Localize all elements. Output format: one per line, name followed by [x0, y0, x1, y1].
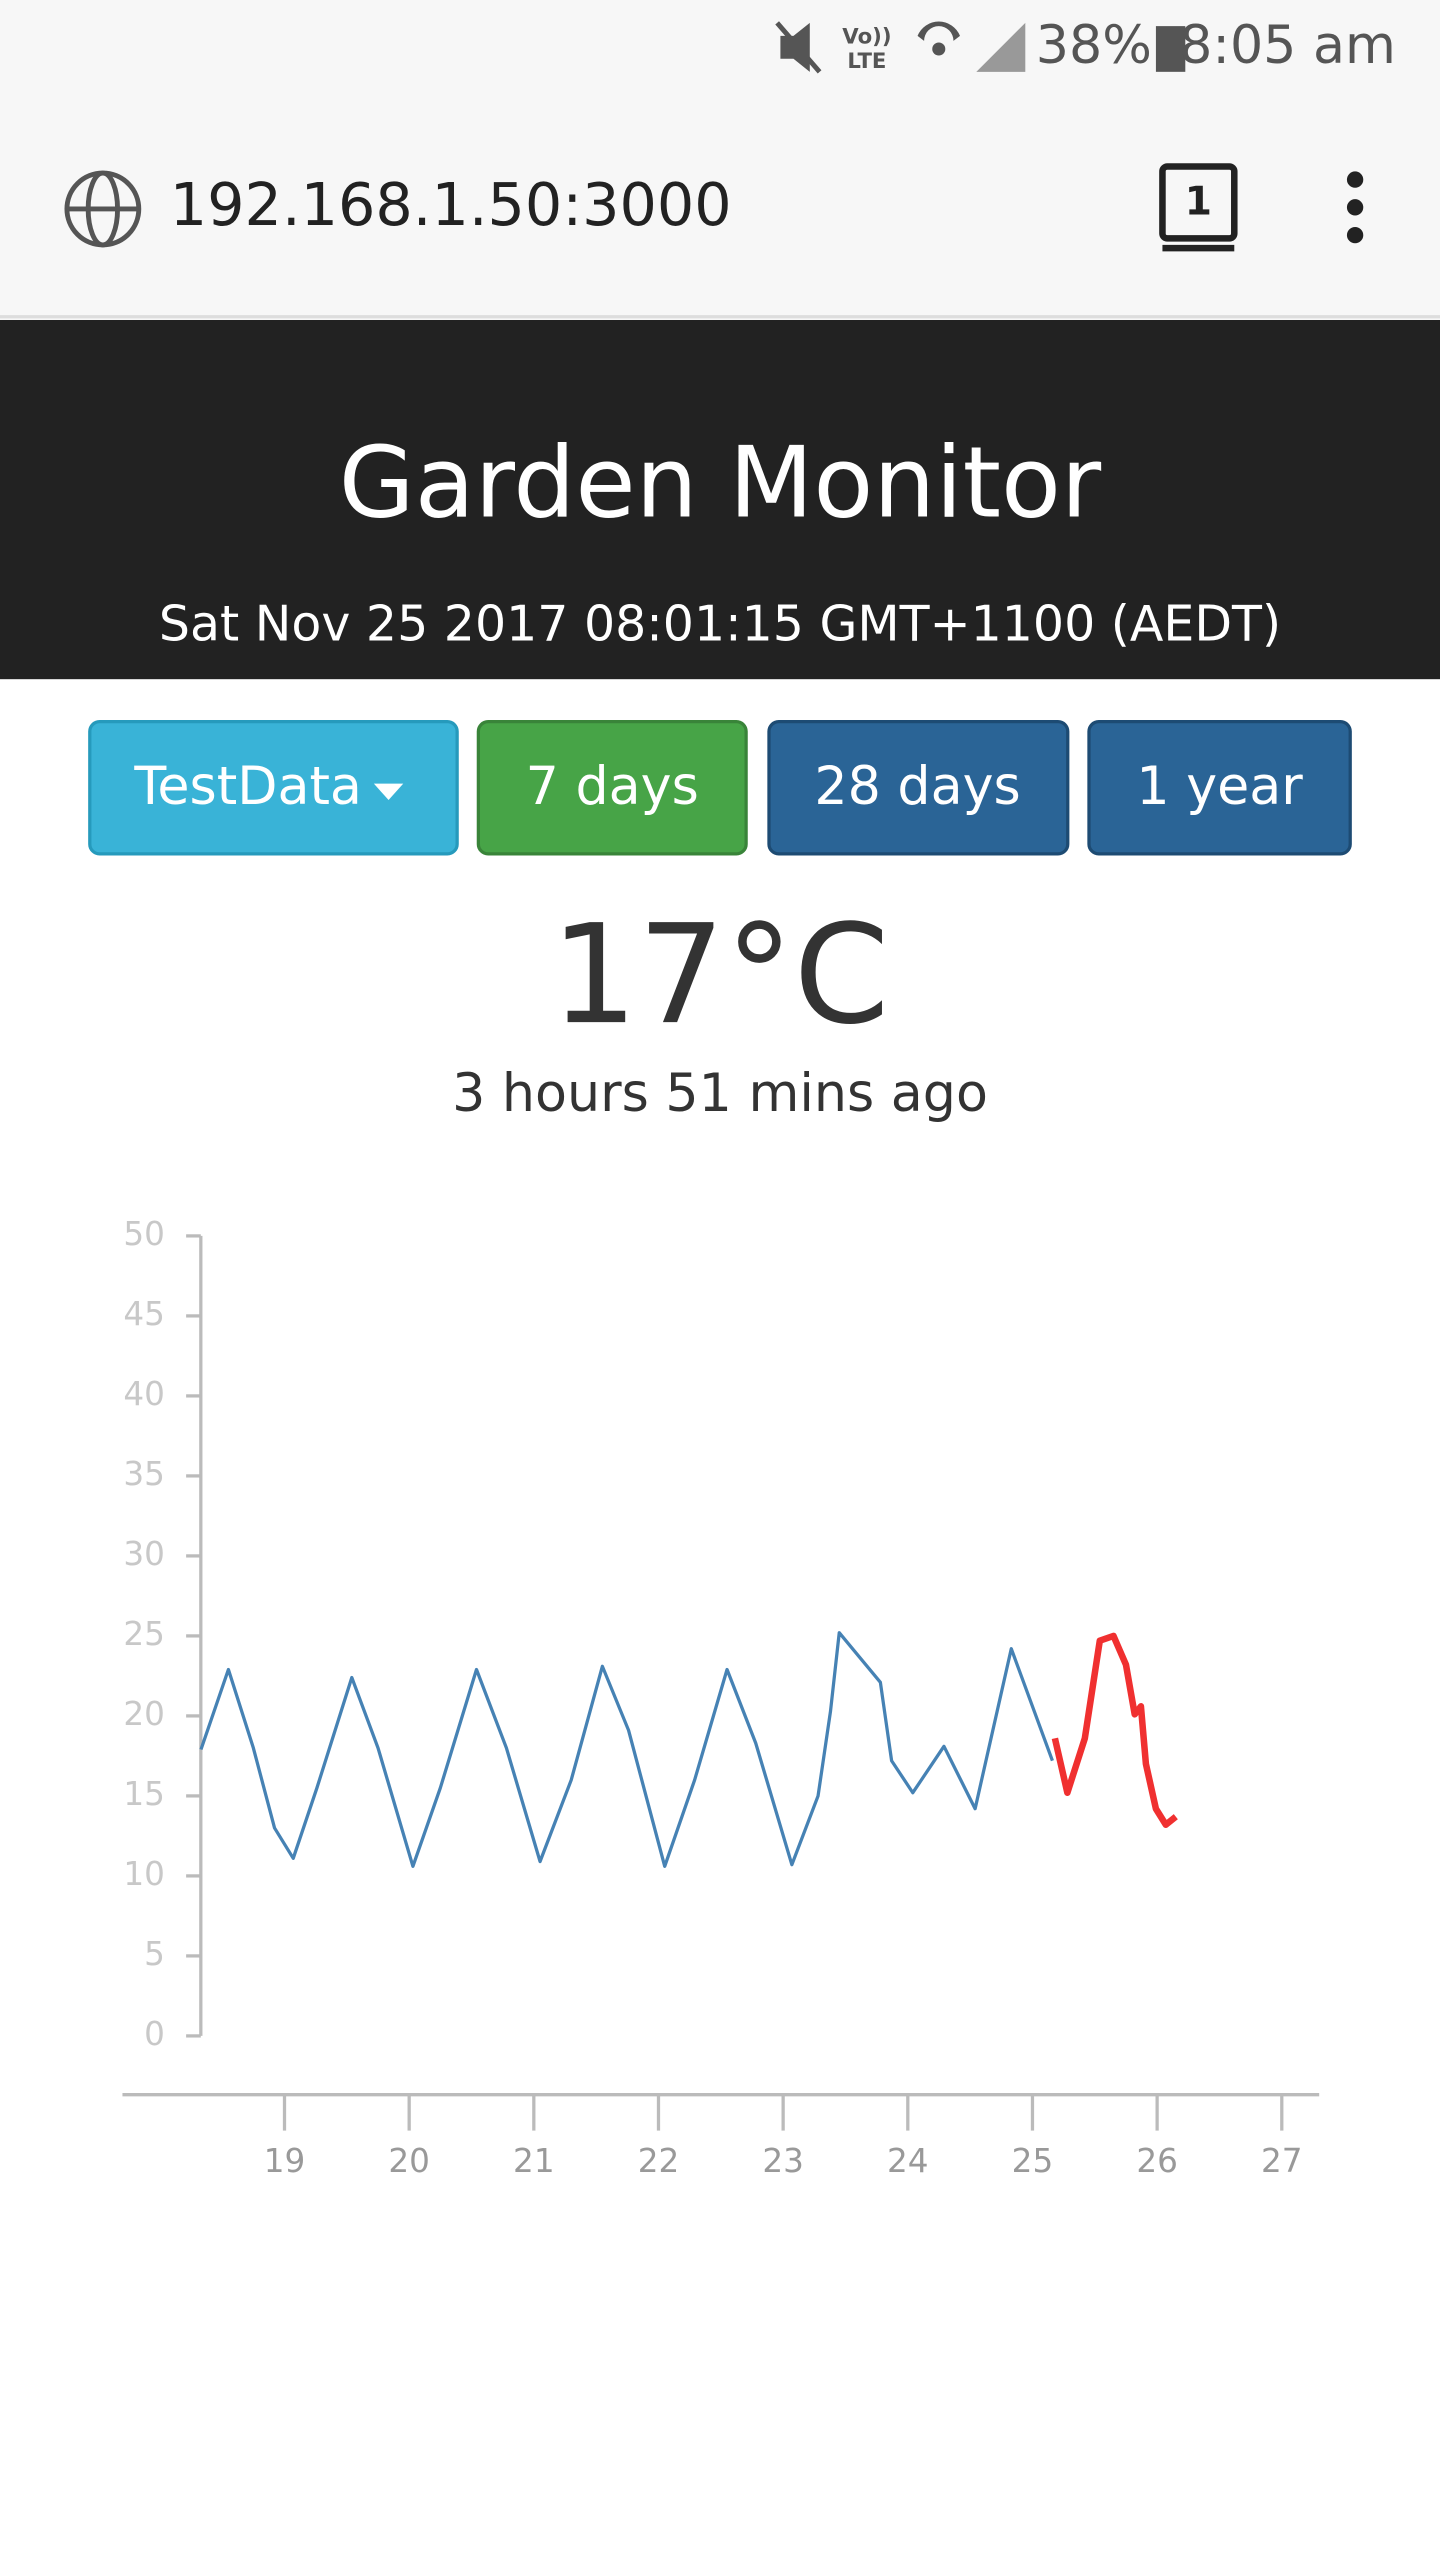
y-tick-label: 0 [144, 2015, 165, 2053]
x-tick-label: 27 [1261, 2142, 1303, 2180]
range-button[interactable] [767, 720, 1070, 856]
data-line [199, 1631, 1054, 1868]
header [0, 320, 1440, 680]
y-tick-label: 5 [144, 1935, 165, 1973]
y-tick-label: 50 [123, 1215, 165, 1253]
y-tick-label: 35 [123, 1455, 165, 1493]
title: Garden Monitor [339, 427, 1102, 541]
timestamp: Sat Nov 25 2017 08:01:15 GMT+1100 (AEDT) [159, 595, 1281, 652]
y-tick-label: 25 [123, 1615, 165, 1653]
y-tick-label: 15 [123, 1775, 165, 1813]
x-tick-label: 21 [513, 2142, 555, 2180]
x-tick-label: 22 [638, 2142, 680, 2180]
range-label[interactable]: 28 days [814, 757, 1020, 817]
data-line [1051, 1632, 1178, 1828]
x-tick-label: 24 [887, 2142, 929, 2180]
temperature: 17°C [551, 896, 890, 1055]
tabs-button[interactable] [1159, 163, 1238, 242]
battery-level: 38% [1036, 16, 1152, 76]
range-label[interactable]: 1 year [1136, 757, 1303, 817]
x-tick-label: 20 [388, 2142, 430, 2180]
y-tick-label: 30 [123, 1535, 165, 1573]
y-tick-label: 20 [123, 1695, 165, 1733]
x-tick-label: 23 [762, 2142, 804, 2180]
browser-chrome [0, 0, 1440, 320]
caret [373, 783, 404, 800]
y-tick-label: 40 [123, 1375, 165, 1413]
svg-text:LTE: LTE [847, 49, 886, 74]
sensor-label[interactable]: TestData [133, 757, 362, 817]
y-tick-label: 45 [123, 1295, 165, 1333]
status-icons: Vo)) LTE [775, 21, 1186, 74]
globe-icon [64, 170, 142, 248]
x-tick-label: 26 [1136, 2142, 1178, 2180]
sensor-dropdown[interactable] [88, 720, 459, 856]
range-label[interactable]: 7 days [526, 757, 699, 817]
x-tick-label: 19 [264, 2142, 306, 2180]
reading-age: 3 hours 51 mins ago [452, 1064, 988, 1124]
range-button[interactable] [476, 720, 748, 856]
menu-button[interactable] [1346, 171, 1364, 244]
tab-count[interactable]: 1 [1185, 180, 1212, 225]
y-tick-label: 10 [123, 1855, 165, 1893]
svg-text:Vo)): Vo)) [842, 25, 891, 50]
x-tick-label: 25 [1012, 2142, 1054, 2180]
range-button[interactable] [1087, 720, 1352, 856]
clock: 8:05 am [1179, 16, 1396, 76]
url[interactable]: 192.168.1.50:3000 [170, 170, 732, 239]
